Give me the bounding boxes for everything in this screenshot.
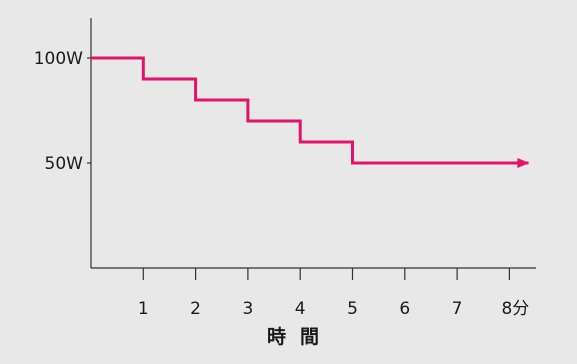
x-tick-label: 4 bbox=[295, 299, 306, 319]
x-tick-label: 3 bbox=[242, 299, 253, 319]
x-tick-label: 1 bbox=[138, 299, 149, 319]
power-step-line bbox=[91, 56, 529, 165]
x-tick-label: 8分 bbox=[501, 299, 529, 319]
x-tick-label: 5 bbox=[347, 299, 358, 319]
x-axis-title: 時間 bbox=[267, 326, 333, 348]
x-tick-label: 7 bbox=[452, 299, 463, 319]
x-tick-label: 6 bbox=[399, 299, 410, 319]
x-tick-label: 2 bbox=[190, 299, 201, 319]
line-arrow-head bbox=[517, 158, 530, 168]
ticks: 1 2 3 4 5 6 7 8分 100W 50W bbox=[34, 49, 530, 319]
y-tick-label: 100W bbox=[34, 49, 83, 69]
y-tick-label: 50W bbox=[45, 154, 84, 174]
axes bbox=[90, 18, 536, 269]
series bbox=[91, 56, 530, 168]
